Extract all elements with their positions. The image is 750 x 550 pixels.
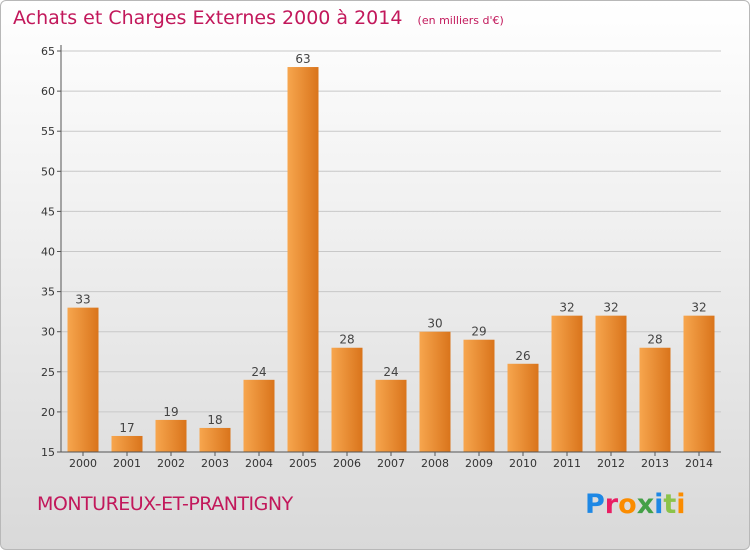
x-tick-label: 2002 bbox=[157, 457, 185, 470]
proxiti-logo: Proxiti bbox=[585, 489, 686, 520]
data-label: 32 bbox=[691, 301, 706, 315]
x-tick-label: 2004 bbox=[245, 457, 273, 470]
logo-letter: o bbox=[618, 489, 637, 520]
data-label: 26 bbox=[515, 349, 530, 363]
logo-letter: t bbox=[663, 489, 677, 520]
y-tick-label: 15 bbox=[41, 446, 55, 459]
bar bbox=[419, 331, 451, 452]
x-tick-label: 2006 bbox=[333, 457, 361, 470]
chart-title: Achats et Charges Externes 2000 à 2014 (… bbox=[13, 7, 504, 29]
data-label: 17 bbox=[119, 421, 134, 435]
axes: 15 20 25 30 35 40 45 50 55 60 65 bbox=[41, 45, 721, 459]
x-tick-label: 2014 bbox=[685, 457, 713, 470]
data-label: 32 bbox=[603, 301, 618, 315]
y-tick-label: 30 bbox=[41, 326, 55, 339]
bar bbox=[507, 363, 539, 452]
bar bbox=[287, 67, 319, 452]
bar bbox=[375, 379, 407, 452]
y-tick-label: 20 bbox=[41, 406, 55, 419]
x-tick-label: 2003 bbox=[201, 457, 229, 470]
y-tick-label: 25 bbox=[41, 366, 55, 379]
logo-letter: i bbox=[676, 489, 686, 520]
bar bbox=[331, 347, 363, 452]
y-tick-label: 65 bbox=[41, 45, 55, 58]
data-label: 19 bbox=[163, 405, 178, 419]
x-tick-label: 2000 bbox=[69, 457, 97, 470]
y-tick-label: 35 bbox=[41, 286, 55, 299]
bar bbox=[243, 379, 275, 452]
y-tick-label: 50 bbox=[41, 165, 55, 178]
data-label: 30 bbox=[427, 317, 442, 331]
x-tick-label: 2008 bbox=[421, 457, 449, 470]
data-label: 24 bbox=[383, 365, 398, 379]
x-tick-label: 2009 bbox=[465, 457, 493, 470]
data-label: 32 bbox=[559, 301, 574, 315]
logo-letter: i bbox=[654, 489, 664, 520]
bar bbox=[155, 419, 187, 452]
x-tick-label: 2005 bbox=[289, 457, 317, 470]
bars bbox=[67, 67, 715, 452]
data-label: 28 bbox=[339, 333, 354, 347]
y-tick-label: 55 bbox=[41, 125, 55, 138]
x-tick-label: 2001 bbox=[113, 457, 141, 470]
x-tick-label: 2011 bbox=[553, 457, 581, 470]
x-tick-label: 2013 bbox=[641, 457, 669, 470]
bar bbox=[683, 315, 715, 452]
data-label: 29 bbox=[471, 325, 486, 339]
bar bbox=[639, 347, 671, 452]
labels: 2000 33 2001 17 2002 19 2003 18 2004 24 2005 63 2006… bbox=[69, 52, 713, 470]
bar bbox=[595, 315, 627, 452]
y-tick-label: 40 bbox=[41, 246, 55, 259]
data-label: 24 bbox=[251, 365, 266, 379]
logo-letter: x bbox=[636, 489, 655, 520]
bar bbox=[67, 307, 99, 452]
bar bbox=[463, 339, 495, 452]
data-label: 28 bbox=[647, 333, 662, 347]
y-tick-label: 45 bbox=[41, 205, 55, 218]
chart-title-text: Achats et Charges Externes 2000 à 2014 bbox=[13, 7, 403, 29]
commune-name: MONTUREUX-ET-PRANTIGNY bbox=[37, 493, 293, 515]
bar bbox=[111, 435, 143, 452]
data-label: 33 bbox=[75, 293, 90, 307]
chart-unit: (en milliers d'€) bbox=[417, 14, 504, 27]
data-label: 63 bbox=[295, 52, 310, 66]
x-tick-label: 2012 bbox=[597, 457, 625, 470]
logo-letter: r bbox=[604, 489, 619, 520]
y-tick-label: 60 bbox=[41, 85, 55, 98]
logo-letter: P bbox=[585, 489, 605, 520]
data-label: 18 bbox=[207, 413, 222, 427]
x-tick-label: 2010 bbox=[509, 457, 537, 470]
bar bbox=[199, 427, 231, 452]
x-tick-label: 2007 bbox=[377, 457, 405, 470]
bar bbox=[551, 315, 583, 452]
